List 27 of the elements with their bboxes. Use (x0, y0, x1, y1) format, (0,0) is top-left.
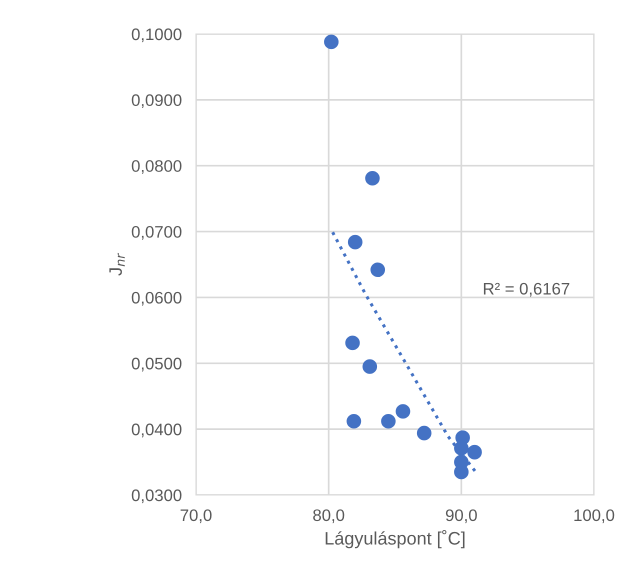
point (370, 262, 386, 278)
point (467, 444, 482, 460)
x-tick-label: 80,0 (313, 509, 344, 524)
x-tick-label: 100,0 (574, 509, 614, 524)
point (362, 359, 378, 374)
point (346, 414, 362, 429)
y-tick-label: 0,0600 (132, 292, 182, 306)
y-tick-label: 0,0400 (132, 424, 182, 438)
point (348, 234, 362, 250)
y-tick-label: 0,0700 (132, 226, 182, 240)
point (324, 34, 339, 50)
y-tick-label: 0,0500 (132, 358, 182, 372)
y-tick-label: 0,0800 (132, 160, 182, 174)
x-tick-label: 70,0 (180, 509, 212, 524)
x-tick-label: 90,0 (446, 509, 477, 524)
y-tick-label: 0,1000 (132, 28, 182, 42)
y-axis-title: J$_{nr}$ (109, 252, 125, 276)
point (345, 336, 360, 350)
point (396, 404, 410, 419)
y-tick-label: 0,0300 (132, 489, 182, 504)
annotation: R² = 0,6167 (484, 282, 570, 297)
point (416, 426, 432, 440)
point (454, 440, 469, 456)
x-axis-title: Lágyuláspont [˚C] (326, 530, 464, 548)
point (381, 414, 396, 429)
y-tick-label: 0,0900 (132, 94, 182, 108)
point (365, 170, 380, 186)
